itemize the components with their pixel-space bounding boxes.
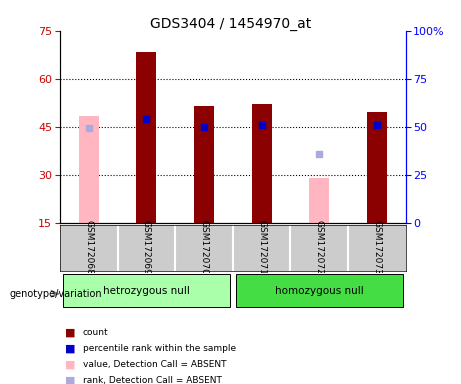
Text: GSM172072: GSM172072 <box>315 220 324 275</box>
Text: GSM172069: GSM172069 <box>142 220 151 275</box>
Point <box>315 151 323 157</box>
Text: ■: ■ <box>65 359 75 369</box>
Text: homozygous null: homozygous null <box>275 286 364 296</box>
Text: GSM172070: GSM172070 <box>200 220 208 275</box>
Point <box>373 122 381 128</box>
Point <box>85 125 92 131</box>
Text: rank, Detection Call = ABSENT: rank, Detection Call = ABSENT <box>83 376 222 384</box>
Text: GSM172071: GSM172071 <box>257 220 266 275</box>
Text: hetrozygous null: hetrozygous null <box>103 286 190 296</box>
Bar <box>367 113 387 223</box>
Text: genotype/variation: genotype/variation <box>9 289 102 299</box>
Point <box>258 122 266 128</box>
Text: count: count <box>83 328 109 337</box>
Bar <box>236 275 403 307</box>
Bar <box>136 51 156 223</box>
Text: ■: ■ <box>65 376 75 384</box>
Bar <box>63 275 230 307</box>
Text: percentile rank within the sample: percentile rank within the sample <box>83 344 236 353</box>
Point <box>142 116 150 122</box>
Text: GSM172068: GSM172068 <box>84 220 93 275</box>
Bar <box>194 106 214 223</box>
Text: GSM172073: GSM172073 <box>372 220 381 275</box>
Text: ■: ■ <box>65 343 75 353</box>
Bar <box>252 104 272 223</box>
Bar <box>79 116 99 223</box>
Text: GDS3404 / 1454970_at: GDS3404 / 1454970_at <box>150 17 311 31</box>
Point <box>200 124 207 130</box>
Bar <box>309 178 329 223</box>
Text: ■: ■ <box>65 327 75 337</box>
Text: value, Detection Call = ABSENT: value, Detection Call = ABSENT <box>83 360 226 369</box>
